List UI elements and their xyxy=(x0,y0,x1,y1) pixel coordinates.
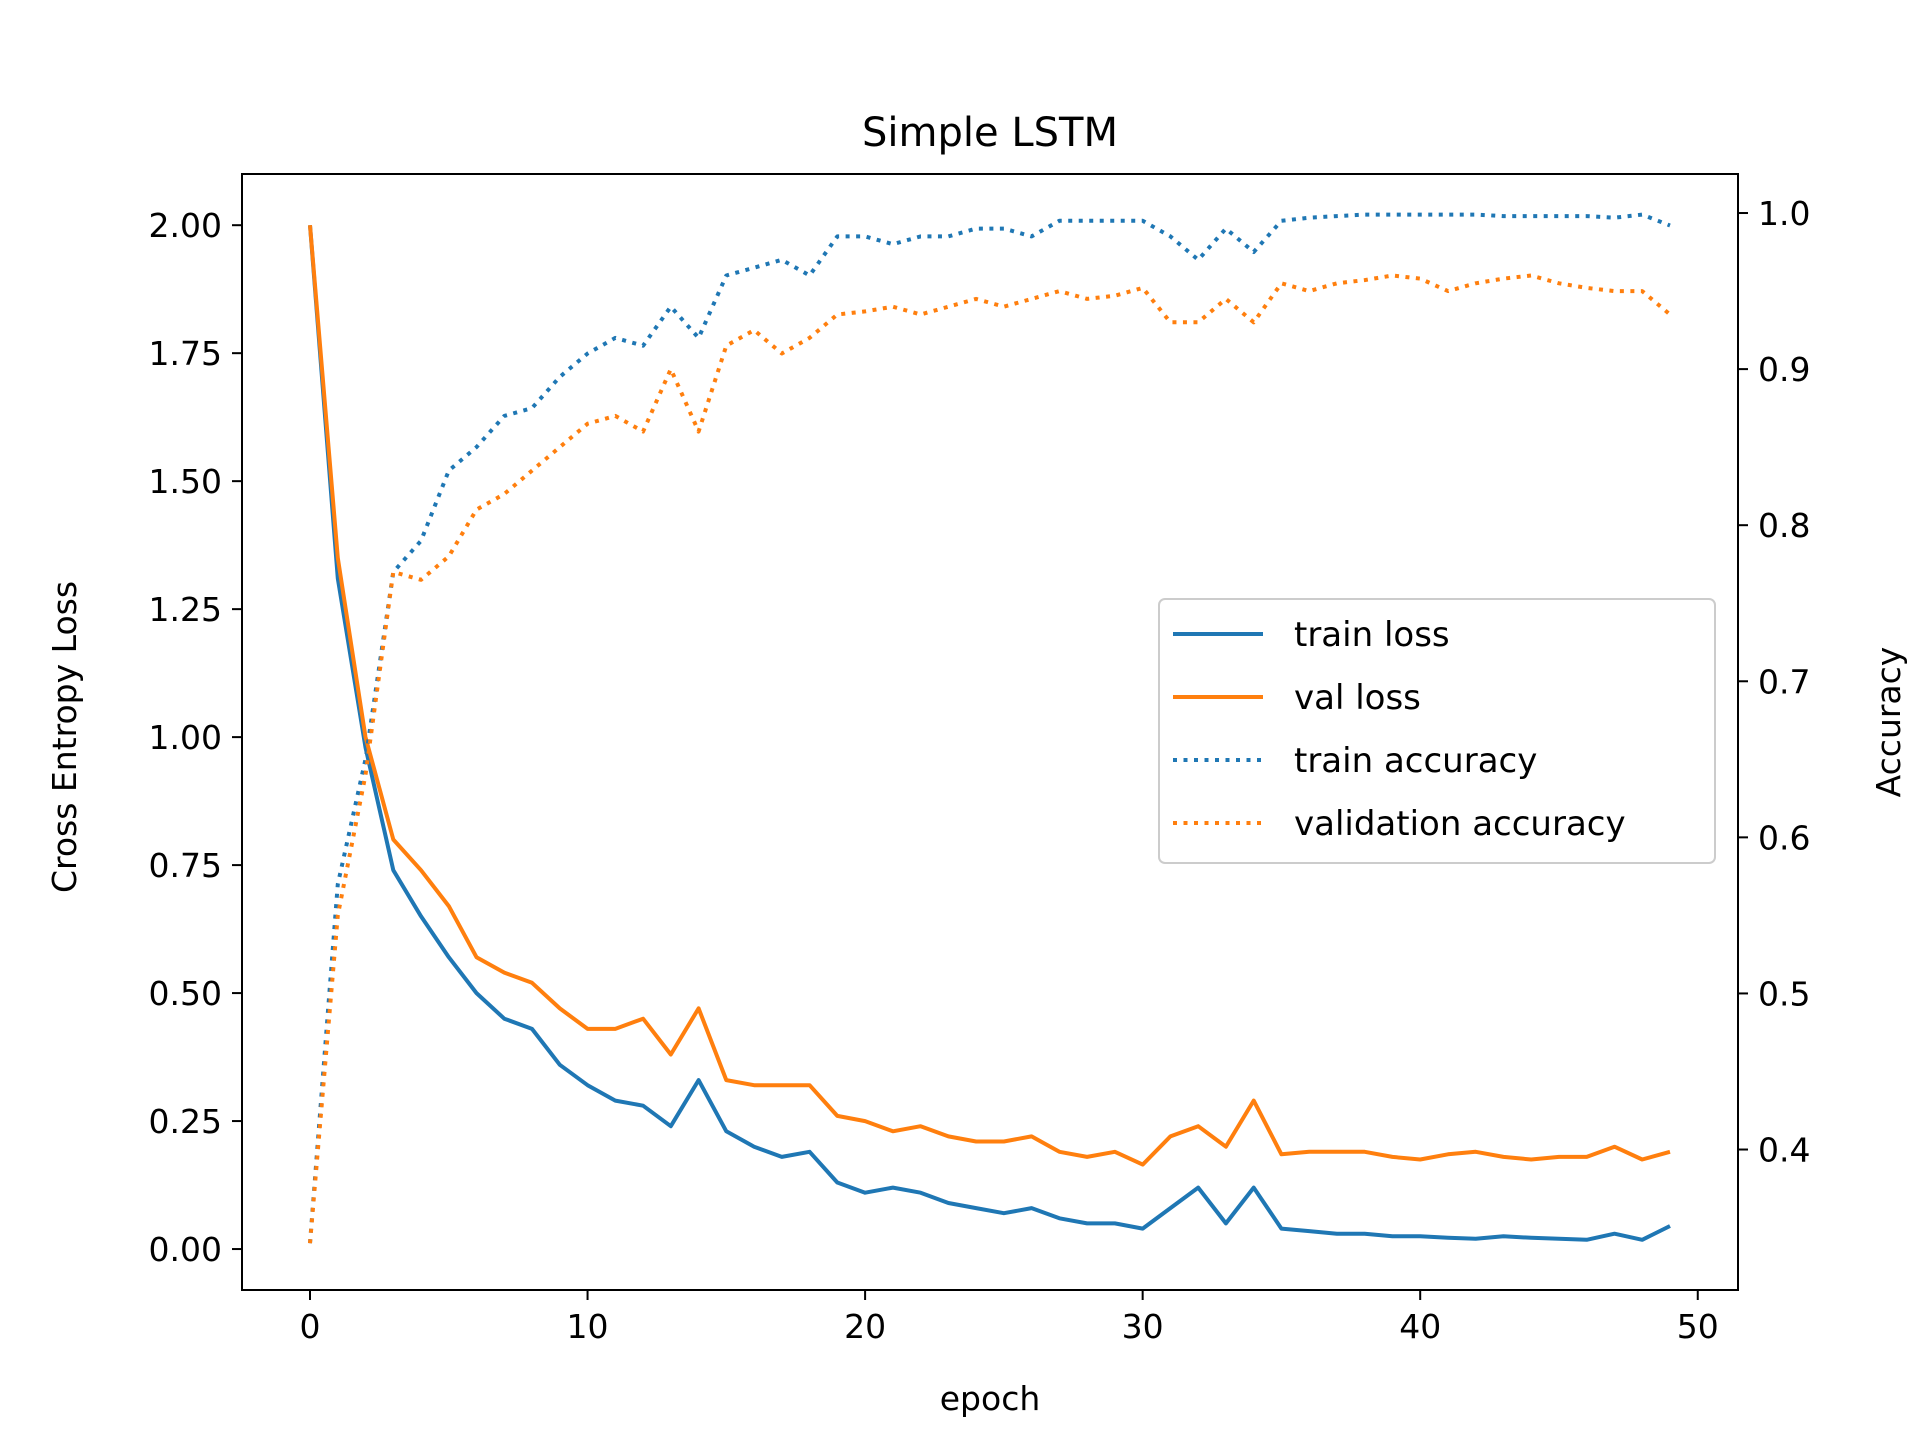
series-line-train-loss xyxy=(308,225,1671,1242)
series-layer xyxy=(308,212,1672,1244)
y-tick-label-left: 2.00 xyxy=(149,206,222,245)
legend-label: train accuracy xyxy=(1294,741,1537,781)
y-tick-label-right: 0.5 xyxy=(1758,974,1810,1013)
y-tick-label-right: 0.9 xyxy=(1758,350,1810,389)
y-tick-label-right: 1.0 xyxy=(1758,194,1810,233)
y-axis-right: 0.4 0.5 0.6 0.7 0.8 0.9 1.0 xyxy=(1738,194,1810,1170)
x-tick-label: 30 xyxy=(1122,1307,1164,1346)
y-tick-label-right: 0.7 xyxy=(1758,662,1810,701)
y-axis-label-right: Accuracy xyxy=(1869,647,1908,798)
y-tick-label-right: 0.8 xyxy=(1758,506,1810,545)
y-axis-label-left: Cross Entropy Loss xyxy=(45,581,84,893)
x-axis: 0 10 20 30 40 50 xyxy=(300,1290,1719,1346)
y-tick-label-right: 0.4 xyxy=(1758,1131,1810,1170)
y-axis-left: 0.00 0.25 0.50 0.75 1.00 1.25 1.50 1.75 2.00 xyxy=(149,206,242,1269)
y-tick-label-left: 1.75 xyxy=(149,334,222,373)
y-tick-label-left: 0.25 xyxy=(149,1102,222,1141)
legend-label: validation accuracy xyxy=(1294,804,1626,844)
y-tick-label-left: 1.00 xyxy=(149,718,222,757)
legend-label: val loss xyxy=(1294,678,1421,718)
y-tick-label-left: 0.75 xyxy=(149,846,222,885)
y-tick-label-left: 0.50 xyxy=(149,974,222,1013)
x-tick-label: 20 xyxy=(844,1307,886,1346)
legend-entries: train loss val loss train accuracy validati… xyxy=(1173,615,1626,844)
y-tick-label-right: 0.6 xyxy=(1758,818,1810,857)
series-line-val-loss xyxy=(308,225,1671,1167)
x-tick-label: 10 xyxy=(567,1307,609,1346)
y-tick-label-left: 0.00 xyxy=(149,1230,222,1269)
y-tick-label-left: 1.50 xyxy=(149,462,222,501)
legend-box xyxy=(1158,598,1716,864)
legend: train loss val loss train accuracy validati… xyxy=(1158,598,1716,864)
x-tick-label: 0 xyxy=(300,1307,321,1346)
series-line-train-accuracy xyxy=(308,212,1671,1244)
x-tick-label: 40 xyxy=(1399,1307,1441,1346)
x-tick-label: 50 xyxy=(1677,1307,1719,1346)
x-axis-label: epoch xyxy=(940,1379,1041,1418)
legend-label: train loss xyxy=(1294,615,1450,655)
chart-title: Simple LSTM xyxy=(862,110,1118,156)
y-tick-label-left: 1.25 xyxy=(149,590,222,629)
plot-frame xyxy=(241,173,1739,1291)
